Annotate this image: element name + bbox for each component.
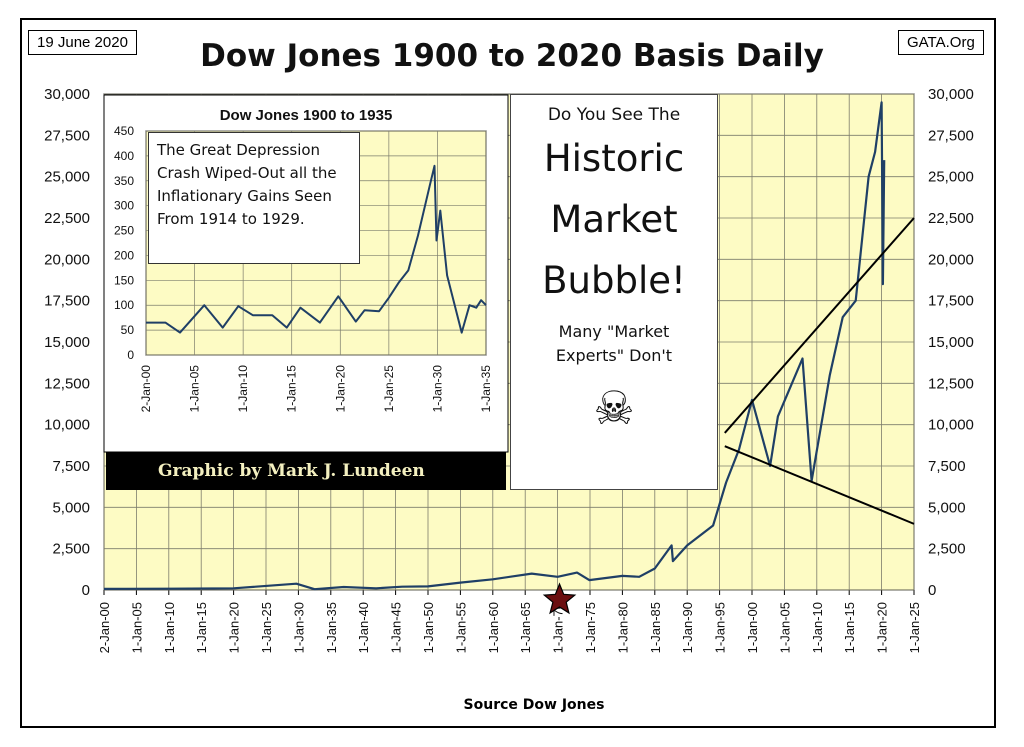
y-tick-label-right: 22,500 bbox=[928, 210, 974, 227]
x-tick-label: 1-Jan-50 bbox=[421, 602, 436, 653]
y-tick-label-right: 5,000 bbox=[928, 499, 966, 516]
inset-annotation: The Great Depression Crash Wiped-Out all… bbox=[148, 132, 360, 264]
skull-crossbones-icon: ☠ bbox=[593, 381, 635, 435]
callout-headline-1: Historic bbox=[543, 137, 685, 180]
y-tick-label-right: 15,000 bbox=[928, 334, 974, 351]
x-tick-label: 1-Jan-20 bbox=[227, 602, 242, 653]
credit-banner: Graphic by Mark J. Lundeen bbox=[106, 452, 506, 490]
y-tick-label-left: 30,000 bbox=[44, 86, 90, 103]
callout-note-line-1: Many "Market bbox=[558, 322, 670, 341]
x-tick-label: 1-Jan-75 bbox=[583, 602, 598, 653]
x-tick-label: 1-Jan-45 bbox=[389, 602, 404, 653]
chart-title: Dow Jones 1900 to 2020 Basis Daily bbox=[200, 38, 824, 74]
source-site-label: GATA.Org bbox=[898, 30, 984, 55]
callout-note-line-2: Experts" Don't bbox=[555, 346, 673, 365]
y-tick-label-left: 25,000 bbox=[44, 169, 90, 186]
y-tick-label-left: 7,500 bbox=[52, 458, 90, 475]
star-marker bbox=[542, 582, 577, 615]
y-tick-label-left: 15,000 bbox=[44, 334, 90, 351]
x-tick-label: 1-Jan-10 bbox=[810, 602, 825, 653]
y-tick-label-left: 5,000 bbox=[52, 499, 90, 516]
x-tick-label: 1-Jan-05 bbox=[129, 602, 144, 653]
x-tick-label: 1-Jan-65 bbox=[518, 602, 533, 653]
y-tick-label-left: 10,000 bbox=[44, 417, 90, 434]
x-tick-label: 1-Jan-25 bbox=[259, 602, 274, 653]
x-tick-label: 1-Jan-40 bbox=[356, 602, 371, 653]
y-tick-label-left: 20,000 bbox=[44, 251, 90, 268]
date-label: 19 June 2020 bbox=[28, 30, 137, 55]
x-tick-label: 1-Jan-70 bbox=[551, 602, 566, 653]
x-tick-label: 1-Jan-30 bbox=[291, 602, 306, 653]
x-tick-label: 1-Jan-15 bbox=[842, 602, 857, 653]
y-tick-label-right: 27,500 bbox=[928, 127, 974, 144]
x-tick-label: 1-Jan-85 bbox=[648, 602, 663, 653]
y-tick-label-left: 27,500 bbox=[44, 127, 90, 144]
x-tick-label: 1-Jan-90 bbox=[680, 602, 695, 653]
y-tick-label-left: 2,500 bbox=[52, 541, 90, 558]
callout-note: Many "Market Experts" Don't bbox=[511, 320, 717, 368]
y-tick-label-right: 10,000 bbox=[928, 417, 974, 434]
y-tick-label-left: 0 bbox=[82, 582, 90, 599]
x-tick-label: 1-Jan-10 bbox=[162, 602, 177, 653]
y-tick-label-right: 17,500 bbox=[928, 293, 974, 310]
callout-headline-3: Bubble! bbox=[542, 259, 686, 302]
y-tick-label-right: 25,000 bbox=[928, 169, 974, 186]
y-tick-label-left: 17,500 bbox=[44, 293, 90, 310]
dow-series-line bbox=[103, 101, 886, 591]
y-tick-label-right: 20,000 bbox=[928, 251, 974, 268]
y-tick-label-right: 2,500 bbox=[928, 541, 966, 558]
trend-line bbox=[724, 445, 915, 525]
trend-line bbox=[724, 217, 915, 434]
y-tick-label-right: 30,000 bbox=[928, 86, 974, 103]
x-axis-label: Source Dow Jones bbox=[463, 697, 605, 713]
y-tick-label-right: 0 bbox=[928, 582, 936, 599]
x-tick-label: 1-Jan-15 bbox=[194, 602, 209, 653]
bubble-callout: Do You See The Historic Market Bubble! M… bbox=[510, 94, 718, 490]
x-tick-label: 1-Jan-80 bbox=[615, 602, 630, 653]
x-tick-label: 1-Jan-35 bbox=[324, 602, 339, 653]
y-tick-label-right: 12,500 bbox=[928, 375, 974, 392]
y-tick-label-left: 22,500 bbox=[44, 210, 90, 227]
x-tick-label: 1-Jan-95 bbox=[713, 602, 728, 653]
x-tick-label: 1-Jan-05 bbox=[777, 602, 792, 653]
x-tick-label: 1-Jan-25 bbox=[907, 602, 922, 653]
x-tick-label: 2-Jan-00 bbox=[97, 602, 112, 653]
y-tick-label-right: 7,500 bbox=[928, 458, 966, 475]
callout-question: Do You See The bbox=[547, 105, 681, 125]
x-tick-label: 1-Jan-60 bbox=[486, 602, 501, 653]
y-tick-label-left: 12,500 bbox=[44, 375, 90, 392]
x-tick-label: 1-Jan-55 bbox=[453, 602, 468, 653]
callout-headline-2: Market bbox=[550, 198, 678, 241]
x-tick-label: 1-Jan-20 bbox=[875, 602, 890, 653]
x-tick-label: 1-Jan-00 bbox=[745, 602, 760, 653]
